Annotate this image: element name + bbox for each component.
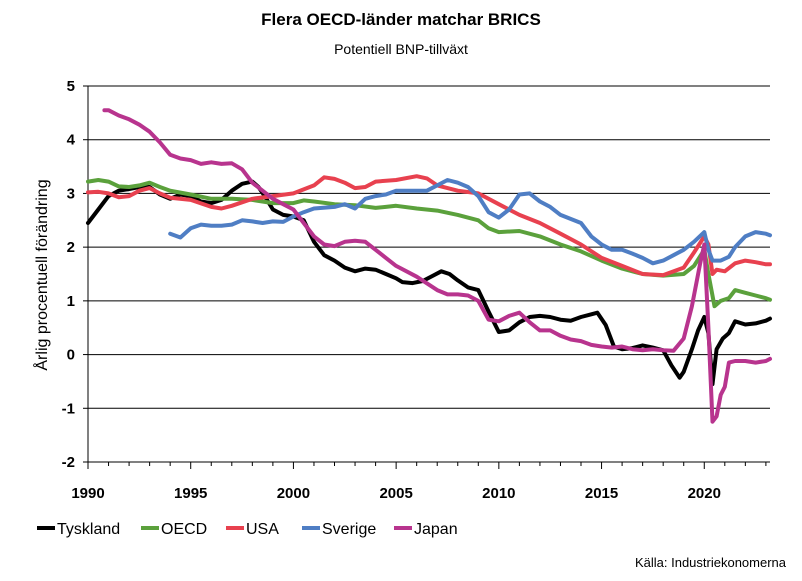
x-tick-label: 2000	[277, 485, 310, 502]
legend-label-japan: Japan	[414, 521, 458, 538]
x-tick-label: 2010	[482, 485, 515, 502]
y-tick-label: 0	[67, 347, 75, 364]
y-tick-label: 5	[67, 78, 75, 95]
y-tick-label: -2	[62, 454, 75, 471]
series-line-oecd	[86, 178, 772, 309]
legend-label-oecd: OECD	[161, 521, 207, 538]
source-text: Källa: Industriekonomerna	[635, 555, 787, 570]
y-axis-label: Årlig procentuell förändring	[32, 179, 51, 370]
legend-label-usa: USA	[246, 521, 279, 538]
legend-label-sverige: Sverige	[322, 521, 376, 538]
series-line-sverige	[168, 178, 772, 266]
gridlines	[88, 85, 770, 463]
legend-label-tyskland: Tyskland	[57, 521, 120, 538]
y-tick-label: 4	[67, 132, 76, 149]
x-tick-label: 1995	[174, 485, 207, 502]
y-tick-label: 2	[67, 239, 75, 256]
x-tick-label: 1990	[71, 485, 104, 502]
y-tick-label: 3	[67, 185, 75, 202]
series-lines	[86, 108, 772, 424]
chart-subtitle: Potentiell BNP-tillväxt	[334, 41, 468, 57]
series-line-japan	[102, 108, 772, 424]
x-tick-label: 2020	[688, 485, 721, 502]
x-tick-label: 2015	[585, 485, 618, 502]
legend: Tyskland OECD USA Sverige Japan	[37, 521, 458, 538]
x-tick-label: 2005	[379, 485, 412, 502]
axes: -2 -1 0 1 2 3 4 5 1990 1995 2000 2005 2010 2015 2020	[62, 78, 770, 502]
y-tick-label: -1	[62, 400, 75, 417]
series-line-tyskland	[86, 179, 772, 387]
y-tick-label: 1	[67, 293, 75, 310]
chart-title: Flera OECD-länder matchar BRICS	[261, 10, 541, 29]
